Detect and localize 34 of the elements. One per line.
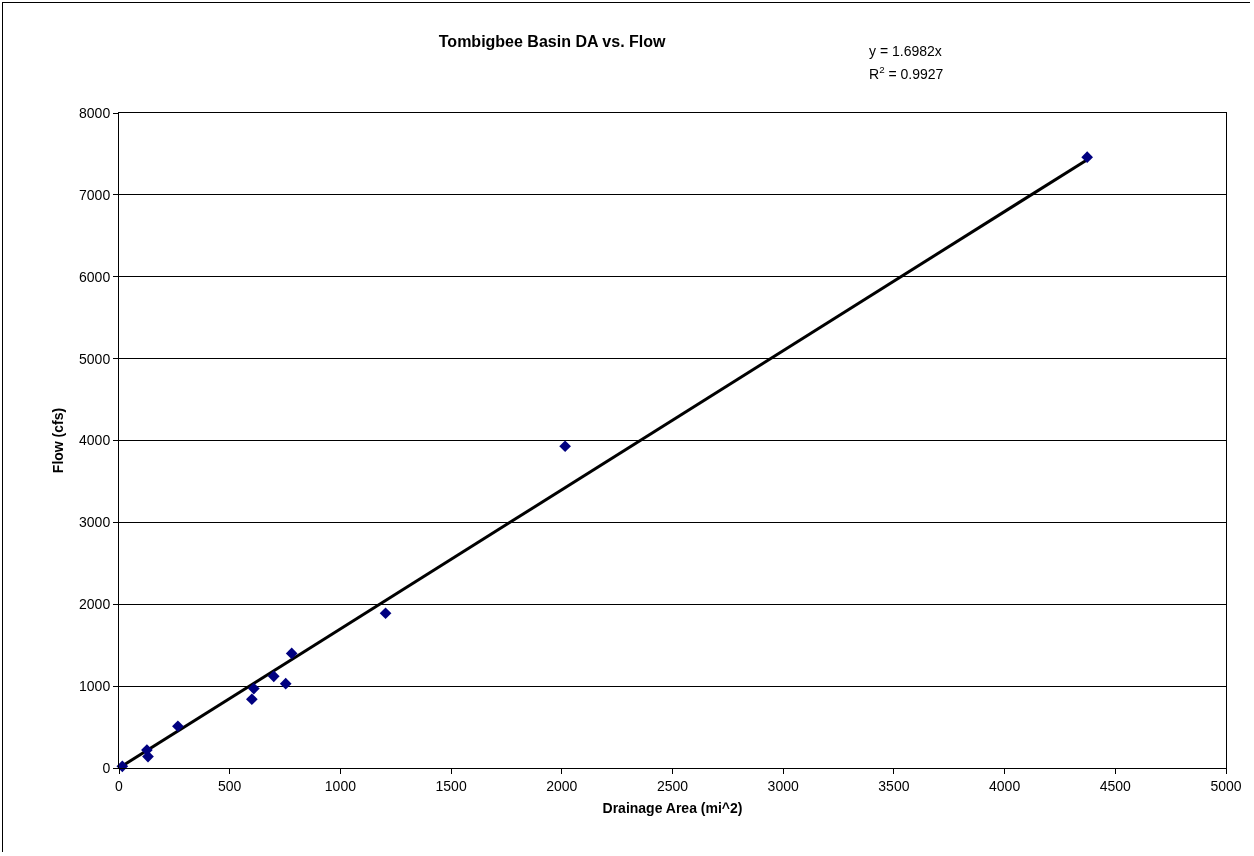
point [267, 670, 280, 683]
y-tick-label: 2000 [79, 596, 111, 613]
x-tick-label: 4500 [1099, 777, 1132, 794]
point [172, 720, 184, 733]
x-tick-label: 3500 [878, 777, 910, 794]
x-axis-title: Drainage Area (mi^2) [602, 800, 743, 817]
point [285, 647, 298, 660]
y-tick-label: 3000 [79, 514, 111, 531]
y-axis-title: Flow (cfs) [49, 407, 66, 474]
x-tick-label: 500 [218, 777, 242, 794]
y-tick-label: 1000 [79, 678, 111, 695]
y-tick-label: 7000 [79, 186, 111, 203]
point [247, 682, 260, 695]
y-tick-label: 4000 [79, 432, 111, 449]
x-tick-label: 1000 [324, 777, 357, 794]
point [559, 440, 571, 453]
y-tick-label: 6000 [79, 268, 111, 285]
x-tick-label: 1500 [435, 777, 467, 794]
text: R$^{2}$ = 0.9927 [869, 64, 944, 82]
text: y = 1.6982x [869, 43, 942, 59]
x-tick-label: 4000 [989, 777, 1021, 794]
y-tick-label: 0 [102, 759, 111, 776]
point [379, 607, 392, 620]
y-tick-label: 5000 [79, 350, 111, 367]
x-tick-label: 5000 [1210, 777, 1242, 794]
x-tick-label: 2000 [546, 777, 578, 794]
point [279, 677, 292, 690]
point [1081, 151, 1094, 164]
point [245, 693, 258, 706]
y-tick-label: 8000 [79, 104, 111, 121]
x-tick-label: 0 [115, 777, 124, 794]
chart-title: Tombigbee Basin DA vs. Flow [438, 32, 667, 50]
x-tick-label: 3000 [767, 777, 799, 794]
x-tick-label: 2500 [656, 777, 689, 794]
